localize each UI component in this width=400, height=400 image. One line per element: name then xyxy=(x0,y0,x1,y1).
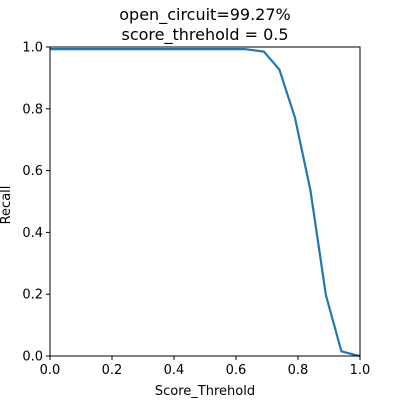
plot-area xyxy=(50,48,360,358)
y-tick-label: 0.2 xyxy=(22,288,43,303)
y-tick-label: 1.0 xyxy=(22,41,43,56)
y-tick-label: 0.8 xyxy=(22,102,43,117)
x-tick-label: 0.4 xyxy=(164,363,185,378)
y-tick-label: 0.0 xyxy=(22,350,43,365)
x-tick-label: 0.0 xyxy=(40,363,61,378)
x-tick-label: 0.8 xyxy=(288,363,309,378)
y-axis-label: Recall xyxy=(0,186,14,225)
chart-title-line-2: score_threhold = 0.5 xyxy=(121,25,288,45)
x-tick-label: 0.2 xyxy=(102,363,123,378)
x-axis-label: Score_Threhold xyxy=(155,384,255,399)
y-tick-label: 0.6 xyxy=(22,164,43,179)
axes-frame xyxy=(49,46,361,357)
x-tick-label: 0.6 xyxy=(226,363,247,378)
y-tick-label: 0.4 xyxy=(22,226,43,241)
chart-title-line-1: open_circuit=99.27% xyxy=(119,5,290,25)
x-tick-label: 1.0 xyxy=(350,363,371,378)
series-line-0 xyxy=(50,48,360,358)
axes: 0.0 0.2 0.4 0.6 0.8 1.0 0.0 0.2 0.4 0.6 0.8 1.0 xyxy=(22,41,370,379)
